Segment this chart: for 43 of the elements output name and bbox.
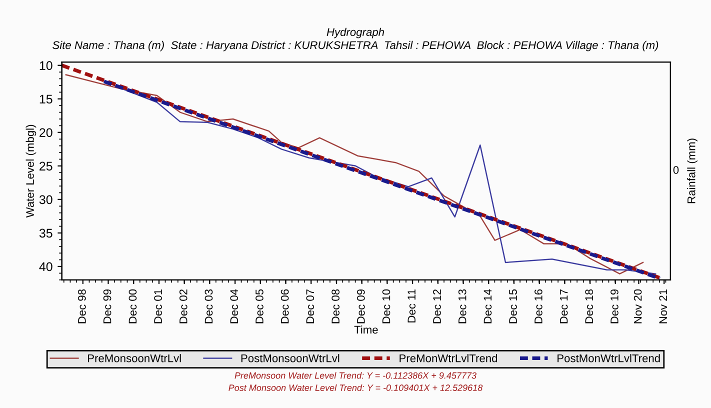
x-tick-label: Dec 02 — [179, 289, 188, 324]
text: PreMonsoon Water Level Trend: Y = -0.112386X + 9.457773 — [234, 372, 476, 379]
y-tick-label: 25 — [40, 162, 52, 171]
y-axis-title: Water Level (mbgl) — [26, 124, 36, 218]
x-tick-label: Dec 12 — [433, 289, 441, 324]
chart-title: Hydrograph — [326, 28, 384, 38]
y2-axis-title: Rainfall (mm) — [687, 138, 698, 204]
x-tick-label: Dec 10 — [382, 289, 390, 324]
x-tick-label: Dec 11 — [408, 289, 416, 322]
legend-label: PostMonWtrLvlTrend — [558, 354, 660, 362]
x-tick-label: Dec 09 — [356, 289, 365, 324]
x-tick-label: Dec 14 — [484, 289, 492, 324]
x-tick-label: Dec 01 — [154, 289, 162, 324]
x-tick-label: Dec 04 — [230, 289, 238, 324]
legend-label: PostMonsoonWtrLvl — [241, 354, 340, 362]
y-tick-label: 20 — [40, 128, 52, 138]
x-tick-label: Dec 07 — [306, 289, 314, 324]
text: 0 — [673, 166, 679, 174]
x-tick-label: Dec 19 — [610, 289, 618, 324]
y-tick-label: 10 — [40, 61, 52, 70]
chart-subtitle: Site Name : Thana (m) State : Haryana District : KURUKSHETRA Tahsil : PEHOWA Block : PEHOWA Village : Thana (m) — [52, 40, 658, 52]
x-tick-label: Dec 08 — [332, 289, 340, 324]
x-tick-label: Dec 18 — [585, 289, 594, 324]
legend-label: PreMonsoonWtrLvl — [88, 354, 181, 362]
x-tick-label: Dec 00 — [128, 289, 137, 324]
y-tick-label: 15 — [40, 94, 52, 104]
x-axis-title: Time — [354, 326, 378, 334]
x-tick-label: Dec 06 — [280, 289, 289, 324]
y-tick-label: 30 — [39, 195, 52, 204]
y-tick-label: 35 — [39, 228, 52, 238]
x-tick-label: Dec 03 — [204, 289, 213, 324]
y-tick-label: 40 — [39, 262, 52, 272]
x-tick-label: Dec 13 — [458, 289, 466, 324]
x-tick-label: Dec 05 — [256, 289, 264, 324]
x-tick-label: Dec 17 — [560, 289, 568, 324]
x-tick-label: Dec 99 — [103, 289, 112, 324]
x-tick-label: Nov 20 — [634, 289, 642, 324]
x-tick-label: Dec 16 — [534, 289, 542, 324]
x-tick-label: Dec 98 — [78, 289, 86, 324]
x-tick-label: Nov 21 — [659, 289, 668, 324]
text: Post Monsoon Water Level Trend: Y = -0.109401X + 12.529618 — [228, 384, 483, 391]
legend-label: PreMonWtrLvlTrend — [400, 354, 498, 362]
x-tick-label: Dec 15 — [509, 289, 517, 324]
